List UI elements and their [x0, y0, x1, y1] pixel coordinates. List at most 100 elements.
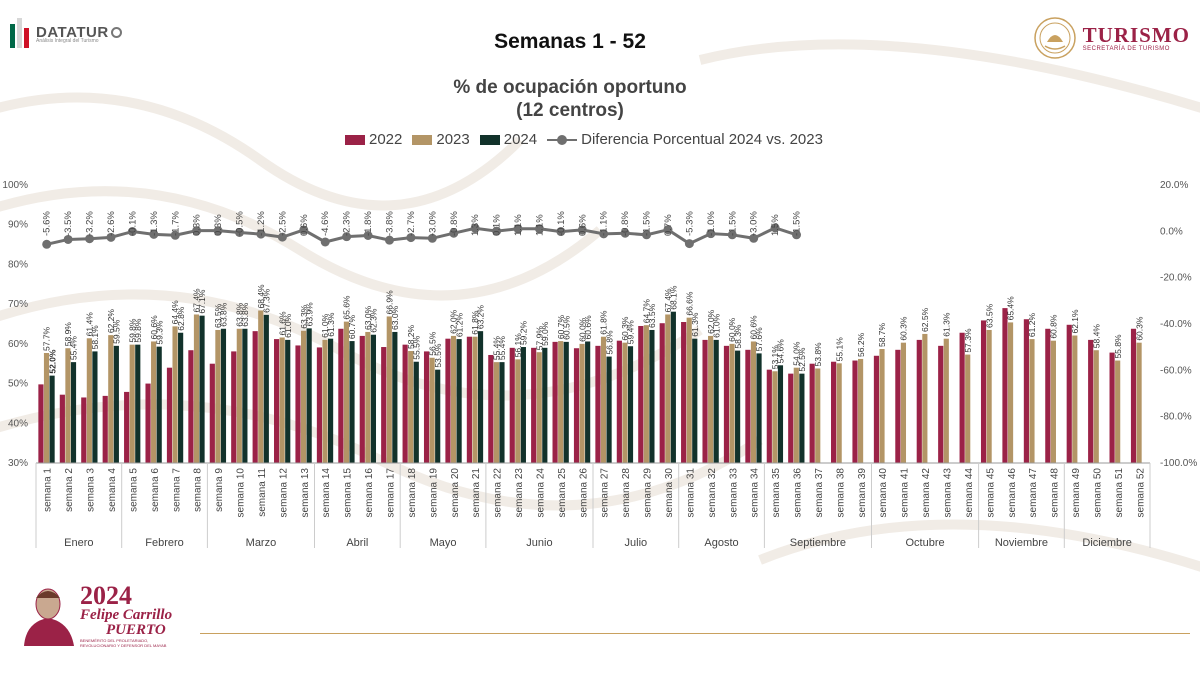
legend-swatch-2024 [479, 134, 500, 145]
bar-2022 [81, 397, 87, 463]
bar-data-label: 62.5% [920, 307, 930, 332]
bar-2022 [509, 347, 515, 463]
y-tick-label: 40% [8, 418, 28, 429]
bar-data-label: 61.2% [454, 313, 464, 338]
mexico-seal-icon [1033, 17, 1076, 59]
x-tick-label: semana 50 [1092, 468, 1103, 518]
diff-point [320, 237, 330, 247]
diff-data-label: -2.6% [106, 211, 117, 236]
bar-2022 [466, 336, 472, 463]
bar-2024 [627, 346, 634, 463]
legend-swatch-diff [547, 134, 578, 145]
bar-2023 [986, 329, 992, 463]
x-tick-label: semana 25 [557, 468, 568, 518]
bar-2023 [408, 351, 414, 463]
diff-data-label: -0.1% [127, 211, 138, 236]
bar-2022 [423, 351, 430, 463]
bar-data-label: 59.8% [127, 318, 137, 343]
bar-2023 [386, 316, 392, 463]
bar-2023 [1072, 335, 1078, 463]
bar-data-label: 55.5% [411, 335, 421, 360]
x-tick-label: semana 51 [1114, 468, 1125, 518]
diff-point [727, 230, 737, 240]
bar-2022 [723, 345, 730, 463]
x-tick-label: semana 42 [921, 468, 932, 518]
diff-data-label: -2.5% [277, 211, 288, 236]
y2-tick-label: -20.0% [1160, 273, 1192, 284]
bar-2023 [772, 371, 778, 463]
diff-data-label: 1.1% [513, 214, 524, 236]
bar-data-label: 62.1% [1070, 309, 1080, 334]
bar-data-label: 60.7% [556, 315, 566, 340]
bar-data-label: 54.6% [776, 339, 786, 364]
x-tick-label: semana 16 [364, 468, 375, 518]
diff-data-label: -1.2% [256, 211, 267, 236]
y-tick-label: 80% [8, 259, 28, 270]
diff-point [363, 231, 373, 240]
bar-data-label: 55.4% [69, 336, 79, 361]
x-tick-label: semana 20 [450, 468, 461, 518]
bar-2023 [836, 363, 842, 463]
diff-data-label: -0.5% [235, 211, 246, 236]
bar-2023 [493, 362, 499, 463]
bar-2023 [579, 343, 585, 463]
x-tick-label: semana 40 [878, 468, 889, 518]
x-tick-label: semana 49 [1071, 468, 1082, 518]
month-label: Diciembre [1082, 537, 1132, 549]
x-tick-label: semana 3 [86, 468, 97, 512]
diff-point [342, 232, 352, 242]
diff-point [706, 229, 716, 239]
diff-point [470, 223, 480, 233]
bar-2024 [349, 341, 355, 463]
bar-data-label: 62.0% [449, 309, 459, 334]
felipe-carrillo-puerto-logo: 2024 Felipe Carrillo PUERTO BENEMÉRITO D… [18, 578, 172, 648]
bar-data-label: 61.3% [326, 312, 336, 337]
bar-data-label: 62.8% [176, 306, 186, 331]
bar-2022 [831, 361, 837, 463]
bar-data-label: 56.5% [427, 331, 437, 356]
bar-data-label: 58.1% [90, 325, 100, 350]
diff-data-label: 0.3% [192, 214, 203, 236]
bar-2024 [756, 353, 762, 463]
bar-data-label: 64.7% [642, 299, 652, 324]
bar-2022 [338, 328, 344, 463]
bar-data-label: 53.1% [770, 345, 780, 370]
bar-data-label: 60.3% [620, 316, 630, 341]
x-tick-label: semana 13 [300, 468, 311, 518]
period-title: Semanas 1 - 52 [494, 30, 646, 53]
diff-data-label: -0.8% [449, 211, 460, 236]
bar-2022 [402, 344, 408, 463]
bar-2022 [381, 347, 387, 463]
bar-data-label: 59.2% [519, 320, 529, 345]
bar-2023 [343, 321, 350, 463]
bar-data-label: 67.4% [192, 288, 202, 313]
x-tick-label: semana 19 [428, 468, 439, 518]
bar-2023 [193, 314, 200, 463]
bar-data-label: 57.9% [534, 326, 544, 351]
bar-2022 [274, 339, 280, 463]
bar-data-label: 60.0% [727, 317, 737, 342]
bar-2022 [616, 340, 622, 463]
bar-2024 [670, 311, 676, 463]
bar-data-label: 58.3% [733, 324, 743, 349]
y-tick-label: 90% [8, 220, 28, 231]
bar-data-label: 60.3% [1134, 316, 1144, 341]
bar-2024 [370, 334, 377, 463]
diff-data-label: -1.5% [792, 211, 803, 236]
turismo-name: TURISMO [1082, 23, 1190, 47]
month-label: Marzo [246, 537, 277, 549]
bar-2022 [1109, 352, 1115, 463]
bar-data-label: 67.1% [197, 289, 207, 314]
bar-2024 [777, 365, 784, 463]
turismo-logo: TURISMO SECRETARÍA DE TURISMO [1033, 16, 1190, 60]
bar-2023 [965, 354, 971, 463]
bar-2023 [815, 368, 821, 463]
bar-data-label: 63.8% [219, 302, 229, 327]
x-tick-label: semana 38 [835, 468, 846, 518]
bar-2023 [1007, 322, 1014, 463]
bar-data-label: 60.8% [1049, 314, 1059, 339]
bar-2023 [1029, 339, 1035, 463]
bar-data-label: 66.9% [384, 290, 394, 315]
bar-2022 [766, 369, 772, 463]
diff-point [256, 229, 266, 239]
